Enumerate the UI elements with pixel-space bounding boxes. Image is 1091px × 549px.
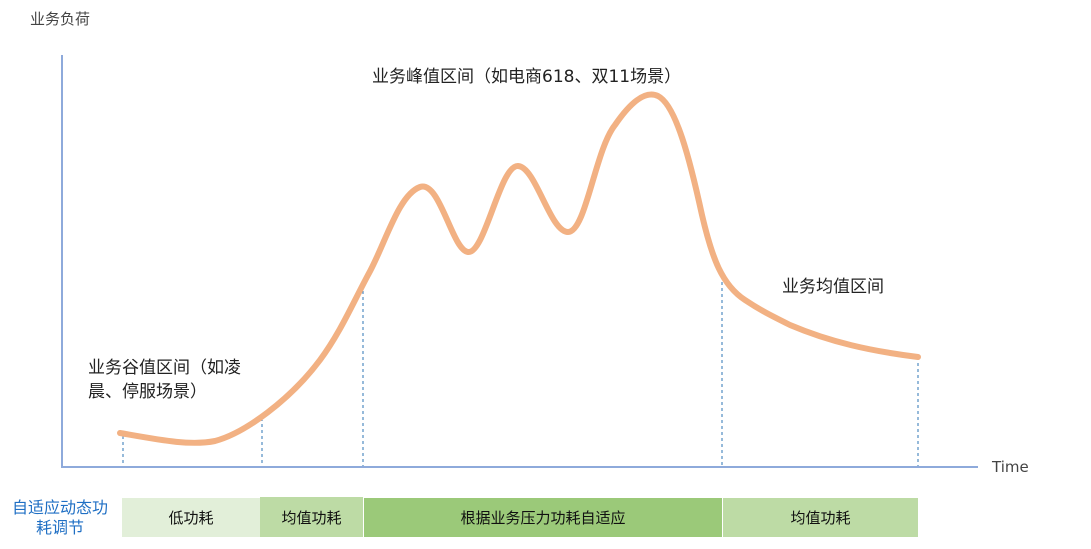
adaptive-power-label: 自适应动态功耗调节 <box>11 498 108 537</box>
segment-average-power-2: 均值功耗 <box>723 498 918 537</box>
peak-annotation: 业务峰值区间（如电商618、双11场景） <box>372 67 682 87</box>
average-annotation: 业务均值区间 <box>782 277 884 297</box>
x-axis-label: Time <box>992 458 1029 476</box>
segment-low-power: 低功耗 <box>122 498 260 537</box>
trough-annotation: 业务谷值区间（如凌晨、停服场景） <box>88 358 241 402</box>
load-curve <box>117 91 921 446</box>
segment-average-power: 均值功耗 <box>260 497 363 537</box>
segment-adaptive-power: 根据业务压力功耗自适应 <box>364 498 722 537</box>
y-axis-label: 业务负荷 <box>30 10 91 28</box>
